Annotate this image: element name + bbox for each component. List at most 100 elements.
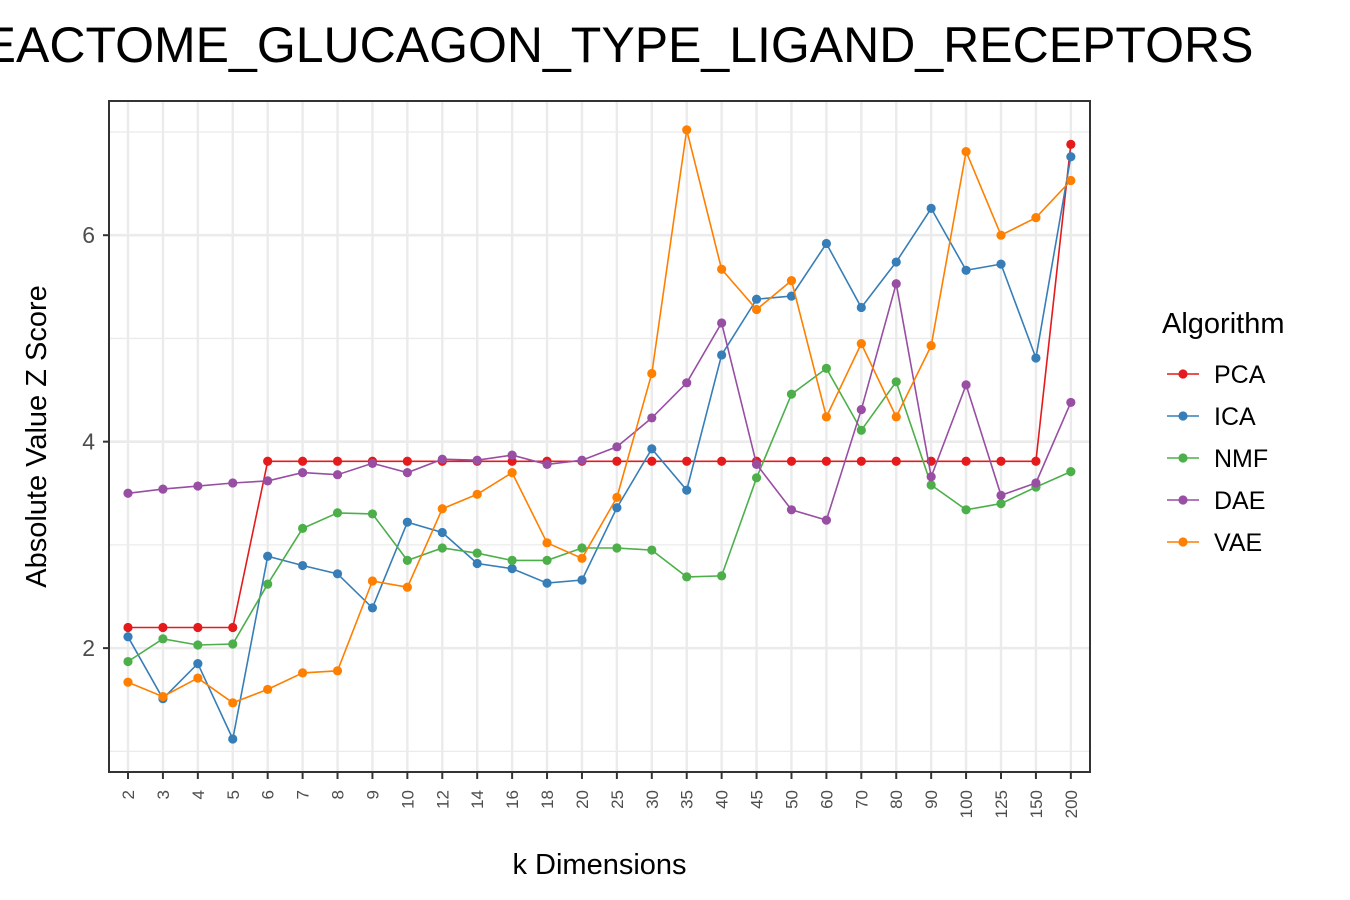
- data-point-dae: [158, 484, 168, 494]
- data-point-dae: [402, 468, 412, 478]
- data-point-ica: [332, 569, 343, 579]
- x-tick-label: 9: [363, 790, 382, 799]
- data-point-nmf: [298, 523, 308, 533]
- data-point-pca: [1066, 139, 1076, 149]
- data-point-dae: [367, 458, 378, 468]
- x-tick-label: 2: [119, 790, 138, 799]
- data-point-nmf: [891, 377, 901, 387]
- x-tick-label: 3: [154, 790, 173, 799]
- data-point-vae: [961, 146, 971, 157]
- data-point-pca: [193, 622, 203, 633]
- data-point-dae: [123, 488, 133, 498]
- data-point-ica: [367, 603, 378, 613]
- x-tick-label: 5: [224, 790, 243, 799]
- data-point-nmf: [612, 543, 622, 553]
- data-point-vae: [437, 504, 447, 514]
- legend-label: ICA: [1214, 403, 1256, 431]
- data-point-pca: [332, 456, 343, 466]
- x-tick-label: 45: [748, 790, 767, 809]
- data-point-nmf: [647, 545, 657, 555]
- legend-key-point: [1178, 453, 1188, 463]
- data-point-dae: [717, 318, 727, 328]
- data-point-nmf: [786, 389, 797, 399]
- data-point-pca: [123, 622, 133, 633]
- legend-item-dae: DAE: [1167, 487, 1265, 515]
- data-point-dae: [786, 505, 797, 515]
- data-point-ica: [926, 203, 936, 213]
- data-point-dae: [682, 378, 692, 388]
- data-point-dae: [577, 455, 587, 465]
- data-point-vae: [996, 230, 1006, 240]
- data-point-vae: [263, 684, 273, 695]
- data-point-dae: [263, 476, 273, 486]
- data-point-vae: [542, 538, 552, 548]
- data-point-vae: [821, 412, 832, 422]
- data-point-vae: [1031, 213, 1041, 223]
- data-point-pca: [891, 456, 901, 466]
- data-point-pca: [682, 456, 692, 466]
- data-point-ica: [961, 265, 971, 275]
- data-point-ica: [996, 259, 1006, 269]
- x-tick-label: 25: [608, 790, 627, 809]
- data-point-nmf: [682, 572, 692, 582]
- data-point-nmf: [961, 505, 971, 515]
- data-point-vae: [228, 698, 238, 708]
- data-point-dae: [1031, 478, 1041, 488]
- data-point-ica: [577, 575, 587, 585]
- data-point-vae: [123, 677, 133, 687]
- y-axis: 2 4 6: [82, 222, 109, 661]
- data-point-ica: [682, 485, 692, 495]
- series-line-nmf: [127, 367, 1072, 663]
- data-point-dae: [1066, 397, 1076, 408]
- data-point-pca: [158, 622, 168, 633]
- data-point-nmf: [856, 425, 866, 435]
- data-point-vae: [402, 582, 412, 592]
- data-point-pca: [612, 456, 622, 466]
- data-point-vae: [158, 692, 168, 702]
- legend-key-point: [1178, 369, 1188, 379]
- x-tick-label: 14: [468, 790, 487, 809]
- x-tick-label: 18: [538, 790, 557, 809]
- data-point-ica: [647, 444, 657, 454]
- x-tick-label: 6: [259, 790, 278, 799]
- data-point-dae: [332, 470, 343, 480]
- chart-title: REACTOME_GLUCAGON_TYPE_LIGAND_RECEPTORS: [0, 17, 1253, 73]
- x-tick-label: 8: [329, 790, 348, 799]
- data-point-ica: [437, 527, 447, 538]
- legend-label: NMF: [1214, 445, 1268, 473]
- data-point-vae: [612, 492, 622, 503]
- data-point-vae: [926, 341, 936, 351]
- data-point-dae: [437, 454, 447, 464]
- data-point-ica: [123, 632, 133, 642]
- data-point-nmf: [263, 579, 273, 589]
- x-tick-label: 16: [503, 790, 522, 809]
- x-tick-label: 125: [992, 790, 1011, 818]
- data-point-nmf: [472, 548, 482, 558]
- data-point-nmf: [996, 499, 1006, 509]
- data-point-ica: [507, 564, 517, 574]
- y-tick-label: 4: [82, 429, 95, 455]
- data-point-pca: [996, 456, 1006, 466]
- y-tick-label: 6: [82, 222, 95, 248]
- data-point-vae: [682, 125, 692, 135]
- data-point-vae: [891, 412, 901, 422]
- legend-label: DAE: [1214, 487, 1265, 515]
- data-point-dae: [821, 515, 832, 525]
- data-point-dae: [472, 455, 482, 465]
- data-point-pca: [647, 456, 657, 466]
- series-nmf: [123, 363, 1076, 667]
- legend-label: VAE: [1214, 529, 1262, 557]
- x-tick-label: 60: [817, 790, 836, 809]
- series-vae: [123, 125, 1076, 708]
- data-point-vae: [332, 666, 343, 676]
- data-point-ica: [891, 257, 901, 267]
- data-point-nmf: [158, 634, 168, 644]
- data-point-pca: [786, 456, 797, 466]
- data-point-pca: [717, 456, 727, 466]
- data-point-ica: [263, 551, 273, 561]
- x-tick-label: 35: [678, 790, 697, 809]
- data-point-ica: [612, 503, 622, 513]
- data-point-dae: [891, 279, 901, 289]
- data-point-dae: [647, 413, 657, 423]
